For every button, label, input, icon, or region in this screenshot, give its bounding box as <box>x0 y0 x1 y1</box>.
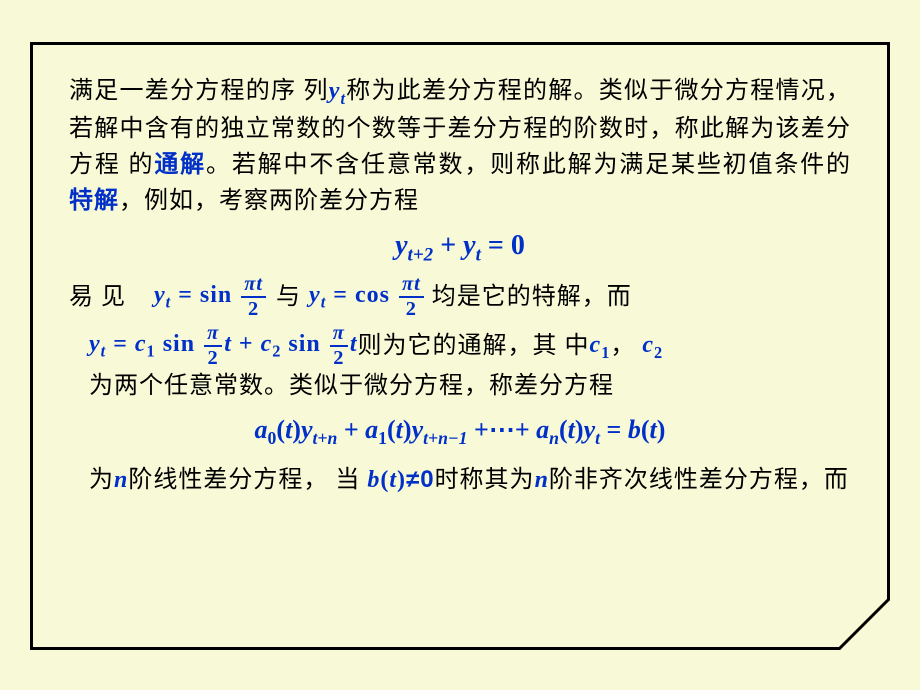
equation-1: yt+2 + yt = 0 <box>69 225 851 270</box>
var-y: y <box>329 78 341 104</box>
c2: c2 <box>635 327 663 365</box>
eq-cos: yt = cos πt2 <box>309 274 426 319</box>
text: 为 <box>89 467 114 493</box>
paragraph-1: 满足一差分方程的序 列yt称为此差分方程的解。类似于微分方程情况，若解中含有的独… <box>69 73 851 219</box>
neq-zero: ≠0 <box>406 466 435 493</box>
var-n2: n <box>535 467 549 493</box>
text: 阶非齐次线性差分方程，而 <box>549 467 849 493</box>
text: 易 见 <box>69 279 126 315</box>
text: 均是它的特解，而 <box>432 279 632 315</box>
c1: c1 <box>590 327 611 365</box>
text: 与 <box>276 279 301 315</box>
slide-frame: 满足一差分方程的序 列yt称为此差分方程的解。类似于微分方程情况，若解中含有的独… <box>30 42 890 650</box>
line-3: yt = c1 sin π2t + c2 sin π2t 则为它的通解，其 中 … <box>69 323 851 404</box>
eq-sin: yt = sin πt2 <box>154 274 268 319</box>
keyword-tejie: 特解 <box>69 188 119 214</box>
text: 。若解中不含任意常数，则称此解为满足某些初值条件的 <box>206 152 851 178</box>
line-2: 易 见 yt = sin πt2 与 yt = cos πt2 均是它的特解，而 <box>69 274 851 319</box>
eq2-math: a0(t)yt+n + a1(t)yt+n−1 +⋯+ an(t)yt = b(… <box>255 415 666 444</box>
paragraph-4: 为n阶线性差分方程， 当 b(t)≠0时称其为n阶非齐次线性差分方程，而 <box>69 462 851 498</box>
equation-2: a0(t)yt+n + a1(t)yt+n−1 +⋯+ an(t)yt = b(… <box>69 410 851 452</box>
text: 满足一差分方程的序 列 <box>69 78 329 104</box>
comma: ， <box>610 328 635 364</box>
eq-general: yt = c1 sin π2t + c2 sin π2t <box>89 323 358 368</box>
text: ，例如，考察两阶差分方程 <box>119 188 419 214</box>
text: 阶线性差分方程， 当 <box>128 467 367 493</box>
bt: b(t) <box>367 467 406 493</box>
slide-content: 满足一差分方程的序 列yt称为此差分方程的解。类似于微分方程情况，若解中含有的独… <box>33 45 887 518</box>
keyword-tongjie: 通解 <box>154 152 206 178</box>
text: 时称其为 <box>435 467 535 493</box>
eq1-math: yt+2 + yt = 0 <box>395 230 525 261</box>
var-n: n <box>114 467 128 493</box>
text: 为两个任意常数。类似于微分方程，称差分方程 <box>89 368 614 404</box>
text: 则为它的通解，其 中 <box>358 328 590 364</box>
page-fold-icon <box>838 598 890 650</box>
